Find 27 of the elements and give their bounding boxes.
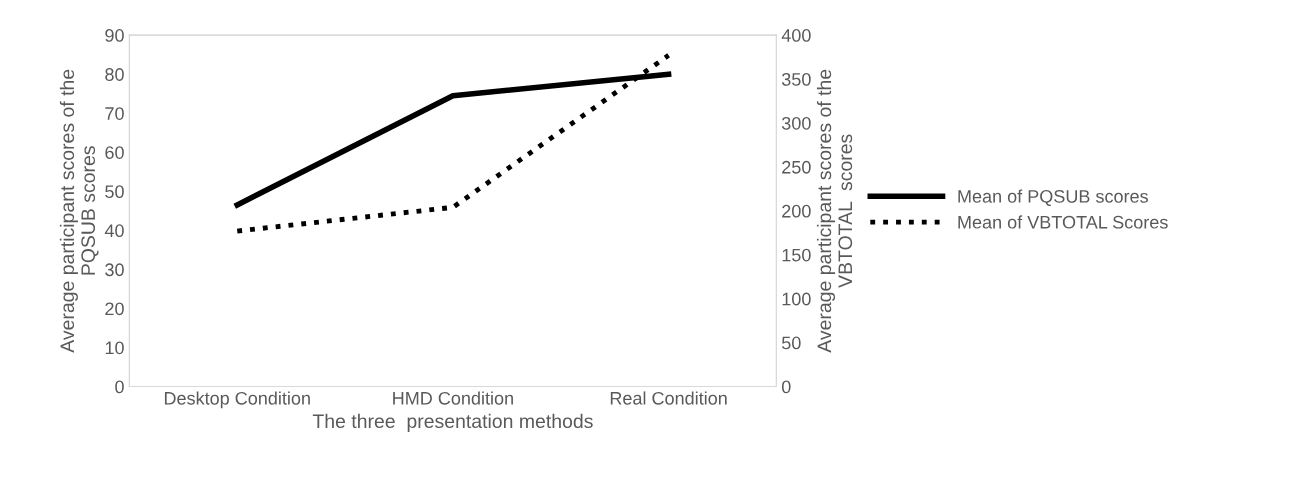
x-axis-title: The three presentation methods bbox=[312, 413, 593, 432]
y-tick-label: 10 bbox=[105, 341, 124, 355]
x-tick-label: HMD Condition bbox=[393, 391, 513, 405]
y2-tick-label: 400 bbox=[781, 29, 811, 42]
y-tick-label: 30 bbox=[105, 263, 124, 277]
y-tick-label: 20 bbox=[105, 302, 124, 316]
y2-tick-label: 200 bbox=[782, 204, 811, 218]
y2-tick-label: 100 bbox=[782, 292, 811, 306]
y2-tick-label: 350 bbox=[781, 73, 811, 86]
legend-label: Mean of PQSUB scores bbox=[958, 189, 1148, 206]
y-tick-label: 90 bbox=[105, 29, 124, 42]
y-tick-label: 60 bbox=[105, 146, 124, 159]
x-tick-label: Desktop Condition bbox=[164, 391, 310, 409]
y2-tick-label: 150 bbox=[782, 248, 811, 262]
y2-tick-label: 250 bbox=[782, 160, 811, 174]
y2-tick-label: 300 bbox=[781, 116, 811, 130]
y-tick-label: 70 bbox=[105, 107, 124, 120]
x-tick-label: Real Condition bbox=[610, 391, 727, 405]
y-axis-title: Average participant scores of the PQSUB scores bbox=[59, 69, 99, 353]
y-tick-label: 50 bbox=[105, 185, 124, 199]
y2-tick-label: 50 bbox=[781, 336, 801, 350]
y2-tick-label: 0 bbox=[781, 380, 791, 394]
y-tick-label: 0 bbox=[115, 380, 124, 394]
y-tick-label: 40 bbox=[104, 224, 124, 238]
y2-axis-title: Average participant scores of the VBTOTAL scores bbox=[816, 69, 853, 353]
legend-label: Mean of VBTOTAL Scores bbox=[958, 215, 1168, 229]
y-tick-label: 80 bbox=[105, 68, 124, 81]
